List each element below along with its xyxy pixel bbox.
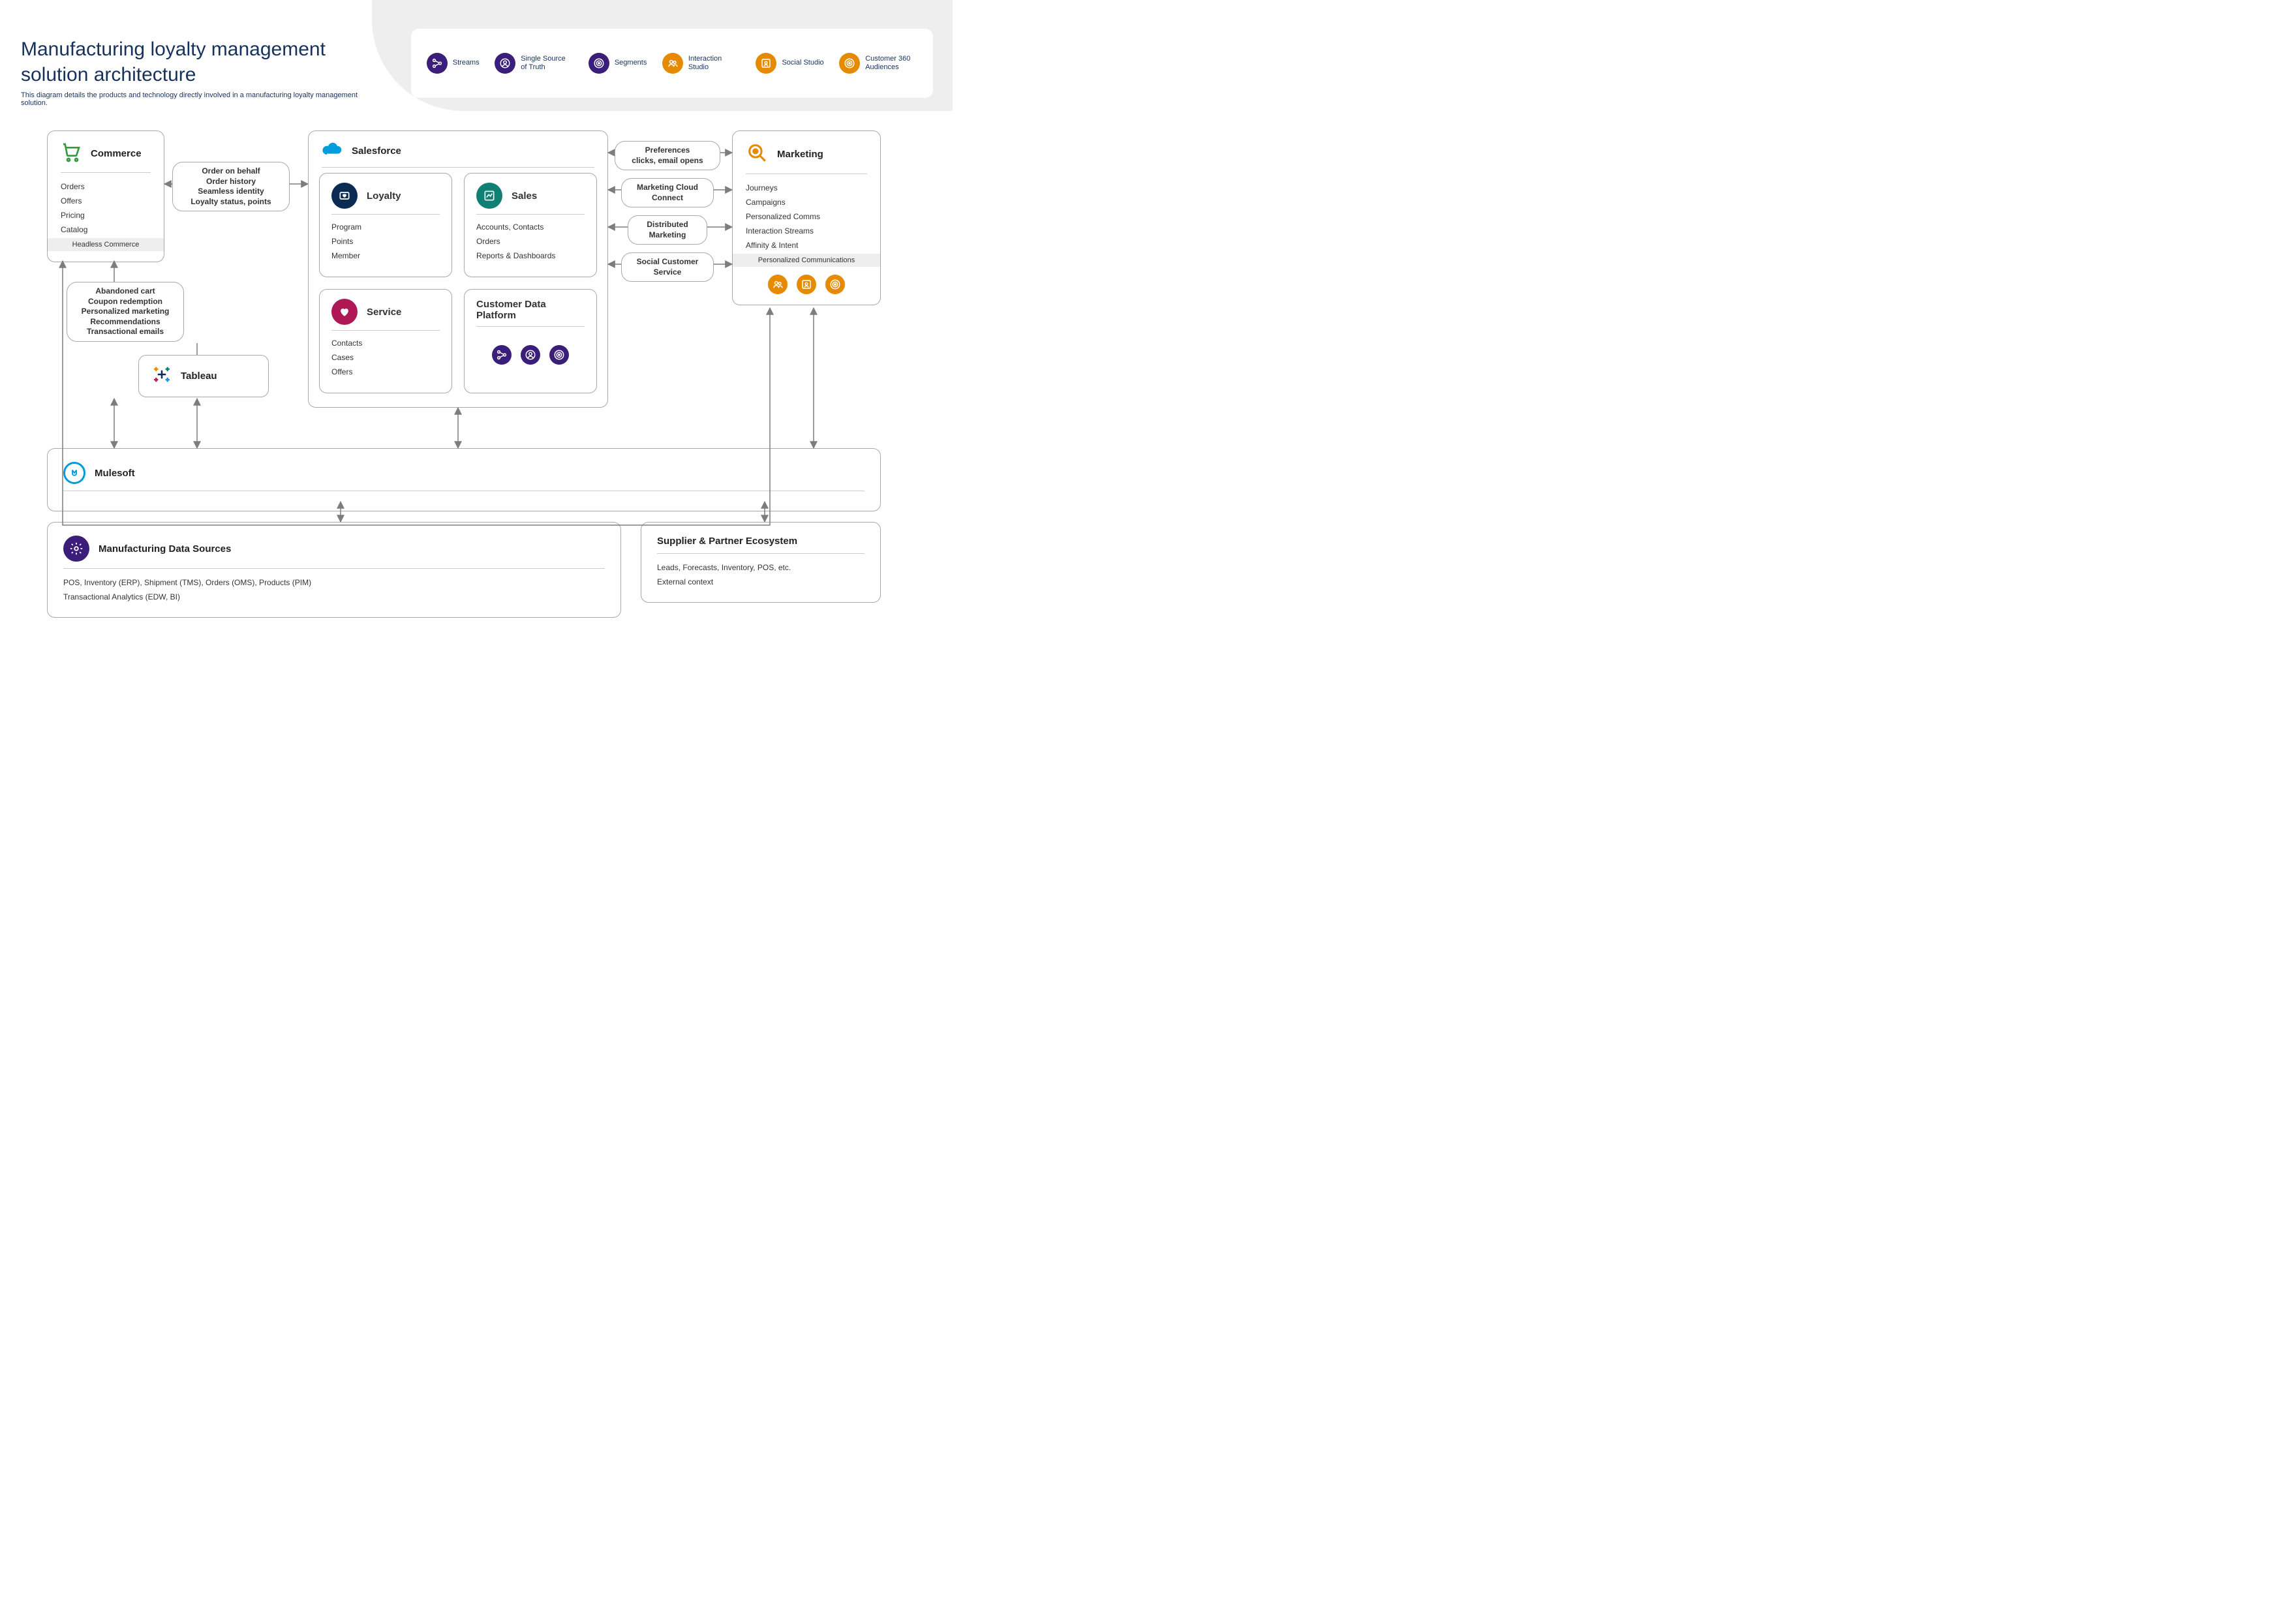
legend-item: Single Source of Truth <box>495 53 573 74</box>
commerce-title: Commerce <box>91 148 142 159</box>
page-subtitle: This diagram details the products and te… <box>21 91 386 107</box>
tableau-title: Tableau <box>181 371 217 382</box>
tableau-box: Tableau <box>138 355 269 397</box>
legend-item: Streams <box>427 53 480 74</box>
commerce-box: Commerce OrdersOffersPricingCatalog Head… <box>47 130 164 262</box>
target-icon <box>549 345 569 365</box>
list-item: Accounts, Contacts <box>476 220 585 234</box>
salesforce-box: Salesforce Loyalty ProgramPointsMember S… <box>308 130 608 408</box>
list-item: Journeys <box>746 181 867 195</box>
service-box: Service ContactsCasesOffers <box>319 289 452 393</box>
loyalty-box: Loyalty ProgramPointsMember <box>319 173 452 277</box>
list-item: Offers <box>61 194 151 208</box>
legend-label: Interaction Studio <box>688 55 741 72</box>
edge-commerce-sf: Order on behalfOrder historySeamless ide… <box>172 162 290 211</box>
service-icon <box>331 299 358 325</box>
list-item: Campaigns <box>746 195 867 209</box>
list-item: Orders <box>476 234 585 249</box>
sales-list: Accounts, ContactsOrdersReports & Dashbo… <box>476 220 585 263</box>
legend-label: Social Studio <box>782 59 823 67</box>
list-item: External context <box>657 575 865 589</box>
gear-icon <box>63 536 89 562</box>
frame-icon <box>756 53 776 74</box>
marketing-list: JourneysCampaignsPersonalized CommsInter… <box>746 181 867 252</box>
edge-commerce-mkt: Abandoned cartCoupon redemptionPersonali… <box>67 282 184 342</box>
loyalty-list: ProgramPointsMember <box>331 220 440 263</box>
mfg-title: Manufacturing Data Sources <box>99 543 231 554</box>
edge-sf-mkt-1: Preferencesclicks, email opens <box>615 141 720 170</box>
legend-label: Streams <box>453 59 480 67</box>
legend-label: Segments <box>615 59 647 67</box>
edge-sf-mkt-4: Social CustomerService <box>621 252 714 282</box>
legend-label: Single Source of Truth <box>521 55 573 72</box>
person-icon <box>495 53 515 74</box>
mulesoft-title: Mulesoft <box>95 468 135 479</box>
cart-icon <box>61 142 82 166</box>
mulesoft-icon <box>63 462 85 484</box>
people-icon <box>768 275 788 294</box>
legend-item: Interaction Studio <box>662 53 741 74</box>
list-item: Contacts <box>331 336 440 350</box>
list-item: Orders <box>61 179 151 194</box>
list-item: Points <box>331 234 440 249</box>
service-title: Service <box>367 307 401 318</box>
list-item: Member <box>331 249 440 263</box>
legend-item: Customer 360 Audiences <box>839 53 917 74</box>
list-item: Offers <box>331 365 440 379</box>
list-item: Transactional Analytics (EDW, BI) <box>63 590 605 604</box>
target-icon <box>589 53 609 74</box>
list-item: Leads, Forecasts, Inventory, POS, etc. <box>657 560 865 575</box>
salesforce-cloud-icon <box>322 142 343 160</box>
cdp-title: Customer Data Platform <box>476 299 585 321</box>
commerce-footer: Headless Commerce <box>48 238 164 251</box>
page-title: Manufacturing loyalty management solutio… <box>21 37 360 87</box>
frame-icon <box>797 275 816 294</box>
list-item: Reports & Dashboards <box>476 249 585 263</box>
people-icon <box>662 53 683 74</box>
loyalty-icon <box>331 183 358 209</box>
tableau-icon <box>152 365 172 387</box>
edge-sf-mkt-3: DistributedMarketing <box>628 215 707 245</box>
list-item: Cases <box>331 350 440 365</box>
supplier-lines: Leads, Forecasts, Inventory, POS, etc.Ex… <box>657 560 865 589</box>
marketing-box: Marketing JourneysCampaignsPersonalized … <box>732 130 881 305</box>
loyalty-title: Loyalty <box>367 190 401 202</box>
streams-icon <box>492 345 512 365</box>
sales-title: Sales <box>512 190 537 202</box>
list-item: Pricing <box>61 208 151 222</box>
legend: Streams Single Source of Truth Segments Int… <box>411 29 933 98</box>
legend-item: Segments <box>589 53 647 74</box>
commerce-list: OrdersOffersPricingCatalog <box>61 179 151 237</box>
mulesoft-box: Mulesoft <box>47 448 881 511</box>
architecture-diagram: Commerce OrdersOffersPricingCatalog Head… <box>47 130 915 672</box>
edge-sf-mkt-2: Marketing CloudConnect <box>621 178 714 207</box>
target-icon <box>825 275 845 294</box>
magnifier-icon <box>746 142 768 167</box>
mfg-box: Manufacturing Data Sources POS, Inventor… <box>47 522 621 618</box>
legend-item: Social Studio <box>756 53 823 74</box>
supplier-title: Supplier & Partner Ecosystem <box>657 536 797 547</box>
sales-box: Sales Accounts, ContactsOrdersReports & … <box>464 173 597 277</box>
marketing-icons <box>746 275 867 294</box>
legend-label: Customer 360 Audiences <box>865 55 917 72</box>
streams-icon <box>427 53 448 74</box>
service-list: ContactsCasesOffers <box>331 336 440 379</box>
salesforce-title: Salesforce <box>352 145 401 157</box>
mfg-lines: POS, Inventory (ERP), Shipment (TMS), Or… <box>63 575 605 604</box>
list-item: POS, Inventory (ERP), Shipment (TMS), Or… <box>63 575 605 590</box>
supplier-box: Supplier & Partner Ecosystem Leads, Fore… <box>641 522 881 603</box>
sales-icon <box>476 183 502 209</box>
list-item: Personalized Comms <box>746 209 867 224</box>
person-icon <box>521 345 540 365</box>
list-item: Catalog <box>61 222 151 237</box>
cdp-box: Customer Data Platform <box>464 289 597 393</box>
list-item: Affinity & Intent <box>746 238 867 252</box>
list-item: Interaction Streams <box>746 224 867 238</box>
marketing-title: Marketing <box>777 149 823 160</box>
list-item: Program <box>331 220 440 234</box>
target-icon <box>839 53 860 74</box>
cdp-icons <box>476 345 585 365</box>
marketing-footer: Personalized Communications <box>733 254 880 267</box>
